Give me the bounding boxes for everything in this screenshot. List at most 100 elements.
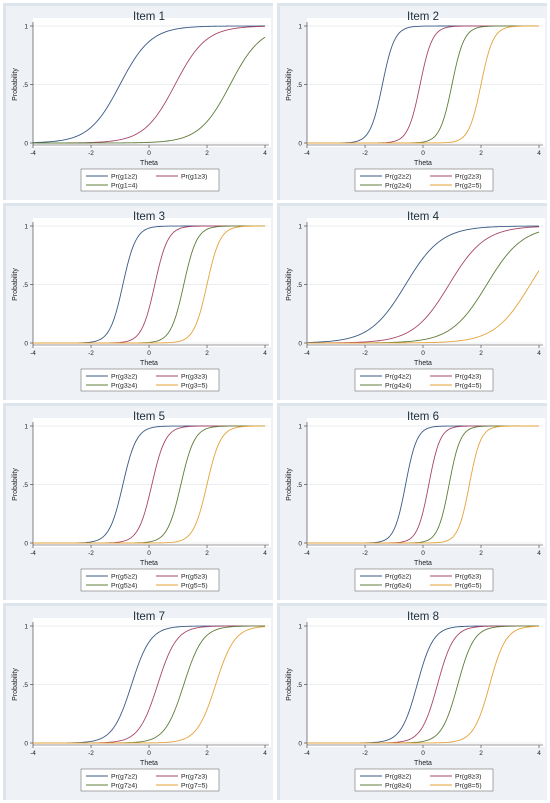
chart-svg: Item 7 0 .5 1 -4 -2 0 2 4 Theta Probability Pr(g7≥2… bbox=[12, 611, 271, 792]
chart-title: Item 1 bbox=[133, 11, 165, 23]
chart-panel: Item 8 0 .5 1 -4 -2 0 2 4 Theta Probability Pr(g8≥2… bbox=[277, 603, 547, 800]
chart-panel: Item 2 0 .5 1 -4 -2 0 2 4 Theta Probability Pr(g2≥2… bbox=[277, 3, 547, 200]
x-axis-label: Theta bbox=[140, 560, 158, 567]
legend-label: Pr(g3≥2) bbox=[111, 373, 137, 380]
x-tick-label: -2 bbox=[88, 550, 94, 557]
plot-area bbox=[307, 218, 545, 347]
legend-label: Pr(g2≥2) bbox=[385, 173, 411, 180]
x-tick-label: 0 bbox=[421, 750, 425, 757]
series-line bbox=[32, 25, 265, 144]
x-axis-label: Theta bbox=[414, 360, 432, 367]
chart-panel: Item 3 0 .5 1 -4 -2 0 2 4 Theta Probability Pr(g3≥2… bbox=[3, 203, 273, 400]
x-tick-label: 0 bbox=[421, 550, 425, 557]
y-axis-label: Probability bbox=[286, 68, 293, 101]
series-line bbox=[33, 225, 265, 344]
legend-label: Pr(g2≥4) bbox=[385, 182, 411, 189]
x-tick-label: -4 bbox=[304, 750, 310, 757]
legend-label: Pr(g1=4) bbox=[111, 182, 138, 189]
legend-label: Pr(g5=5) bbox=[181, 582, 208, 589]
y-tick-label: .5 bbox=[297, 82, 303, 89]
legend-label: Pr(g3≥3) bbox=[181, 373, 207, 380]
x-tick-label: 4 bbox=[263, 150, 267, 157]
legend-box bbox=[354, 168, 494, 192]
legend-label: Pr(g3=5) bbox=[181, 382, 208, 389]
y-axis-label: Probability bbox=[12, 68, 19, 101]
y-axis-label: Probability bbox=[286, 268, 293, 301]
series-line bbox=[307, 270, 540, 344]
legend-label: Pr(g5≥4) bbox=[111, 582, 137, 589]
x-tick-label: -4 bbox=[30, 150, 36, 157]
y-tick-label: .5 bbox=[23, 282, 29, 289]
y-axis-label: Probability bbox=[286, 468, 293, 501]
x-tick-label: 4 bbox=[263, 550, 267, 557]
legend-box bbox=[80, 168, 220, 192]
x-tick-label: 2 bbox=[205, 150, 209, 157]
y-tick-label: 0 bbox=[24, 740, 28, 747]
chart-title: Item 6 bbox=[407, 411, 439, 423]
plot-area bbox=[307, 618, 545, 747]
x-tick-label: -2 bbox=[362, 750, 368, 757]
chart-svg: Item 6 0 .5 1 -4 -2 0 2 4 Theta Probability Pr(g6≥2… bbox=[286, 411, 545, 592]
chart-title: Item 8 bbox=[407, 611, 439, 623]
chart-svg: Item 2 0 .5 1 -4 -2 0 2 4 Theta Probability Pr(g2≥2… bbox=[286, 11, 545, 192]
legend-label: Pr(g6=5) bbox=[455, 582, 482, 589]
legend-label: Pr(g7≥2) bbox=[111, 773, 137, 780]
series-line bbox=[306, 225, 540, 343]
plot-area bbox=[33, 618, 271, 747]
chart-title: Item 4 bbox=[407, 211, 440, 223]
y-tick-label: .5 bbox=[23, 82, 29, 89]
legend-label: Pr(g6≥4) bbox=[385, 582, 411, 589]
x-tick-label: 2 bbox=[479, 350, 483, 357]
plot-area bbox=[307, 418, 545, 547]
y-tick-label: 1 bbox=[24, 423, 28, 430]
legend-label: Pr(g2=5) bbox=[455, 182, 482, 189]
x-axis-label: Theta bbox=[414, 760, 432, 767]
chart-title: Item 7 bbox=[133, 611, 165, 623]
x-axis-label: Theta bbox=[414, 560, 432, 567]
y-tick-label: 1 bbox=[24, 623, 28, 630]
y-tick-label: 1 bbox=[298, 223, 302, 230]
x-tick-label: -2 bbox=[88, 150, 94, 157]
chart-svg: Item 3 0 .5 1 -4 -2 0 2 4 Theta Probability Pr(g3≥2… bbox=[12, 211, 271, 392]
y-tick-label: .5 bbox=[23, 482, 29, 489]
chart-title: Item 5 bbox=[133, 411, 165, 423]
x-tick-label: 0 bbox=[147, 150, 151, 157]
chart-svg: Item 8 0 .5 1 -4 -2 0 2 4 Theta Probability Pr(g8≥2… bbox=[286, 611, 545, 792]
x-tick-label: -4 bbox=[30, 750, 36, 757]
y-tick-label: 0 bbox=[298, 340, 302, 347]
legend-label: Pr(g8=5) bbox=[455, 782, 482, 789]
x-axis-label: Theta bbox=[140, 360, 158, 367]
x-tick-label: 2 bbox=[479, 750, 483, 757]
y-axis-label: Probability bbox=[12, 268, 19, 301]
chart-panel: Item 6 0 .5 1 -4 -2 0 2 4 Theta Probability Pr(g6≥2… bbox=[277, 403, 547, 600]
legend-label: Pr(g5≥3) bbox=[181, 573, 207, 580]
y-tick-label: 1 bbox=[298, 423, 302, 430]
y-tick-label: 1 bbox=[298, 23, 302, 30]
y-tick-label: 1 bbox=[298, 623, 302, 630]
chart-panel: Item 5 0 .5 1 -4 -2 0 2 4 Theta Probability Pr(g5≥2… bbox=[3, 403, 273, 600]
x-tick-label: 0 bbox=[421, 350, 425, 357]
x-tick-label: 2 bbox=[205, 550, 209, 557]
x-tick-label: 2 bbox=[205, 350, 209, 357]
x-tick-label: -4 bbox=[304, 350, 310, 357]
legend-label: Pr(g8≥2) bbox=[385, 773, 411, 780]
x-tick-label: -4 bbox=[304, 150, 310, 157]
chart-title: Item 2 bbox=[407, 11, 439, 23]
y-axis-label: Probability bbox=[12, 468, 19, 501]
legend-label: Pr(g1≥2) bbox=[111, 173, 137, 180]
x-axis-label: Theta bbox=[140, 760, 158, 767]
y-axis-label: Probability bbox=[12, 668, 19, 701]
x-tick-label: -2 bbox=[362, 550, 368, 557]
y-tick-label: 0 bbox=[298, 140, 302, 147]
legend-box bbox=[80, 768, 220, 792]
x-tick-label: -2 bbox=[362, 350, 368, 357]
chart-panel: Item 1 0 .5 1 -4 -2 0 2 4 Theta Probability Pr(g1≥2… bbox=[3, 3, 273, 200]
x-tick-label: -4 bbox=[30, 550, 36, 557]
legend-label: Pr(g4≥4) bbox=[385, 382, 411, 389]
y-tick-label: 1 bbox=[24, 223, 28, 230]
x-tick-label: -2 bbox=[362, 150, 368, 157]
plot-area bbox=[33, 218, 271, 347]
x-tick-label: 2 bbox=[479, 150, 483, 157]
series-line bbox=[33, 425, 266, 544]
legend-box bbox=[80, 368, 220, 392]
